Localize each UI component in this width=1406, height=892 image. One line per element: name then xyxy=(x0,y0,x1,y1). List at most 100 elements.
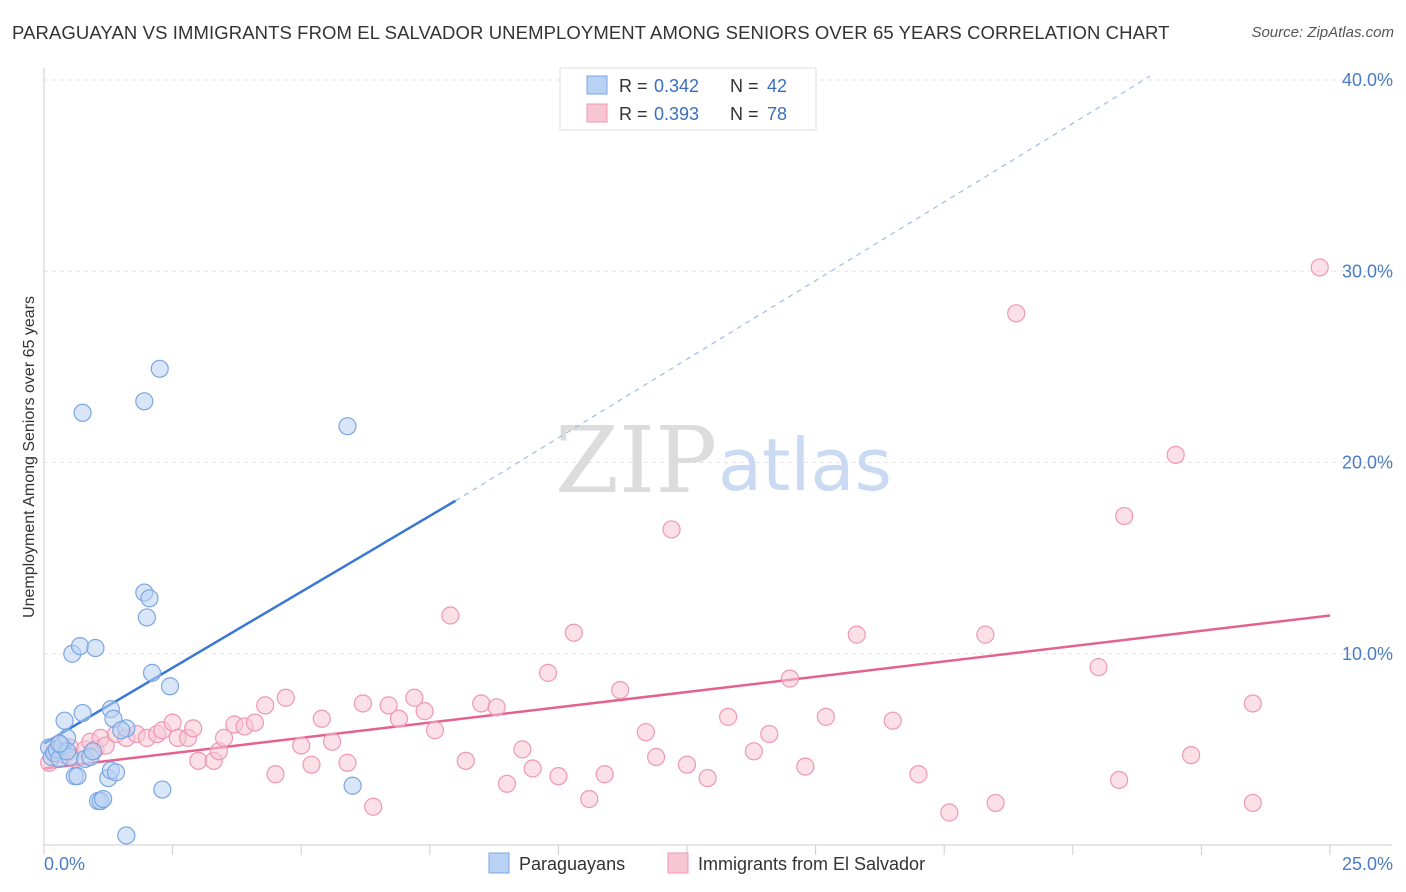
point-pink-54 xyxy=(595,765,614,784)
legend-r-value-1: 0.342 xyxy=(654,76,699,96)
point-pink-61 xyxy=(719,707,738,726)
chart-title: PARAGUAYAN VS IMMIGRANTS FROM EL SALVADO… xyxy=(12,22,1170,43)
point-blue-33 xyxy=(142,663,162,682)
point-pink-42 xyxy=(425,721,445,740)
gridlines xyxy=(44,79,1392,655)
point-pink-75 xyxy=(1166,445,1185,464)
point-pink-35 xyxy=(338,753,357,772)
point-pink-48 xyxy=(513,740,532,759)
bottom-legend: Paraguayans Immigrants from El Salvador xyxy=(488,852,925,874)
bottom-legend-label-el-salvador: Immigrants from El Salvador xyxy=(698,854,925,874)
y-tick-label-10: 10.0% xyxy=(1342,644,1393,664)
point-pink-63 xyxy=(760,724,779,744)
point-pink-31 xyxy=(292,736,311,755)
point-pink-32 xyxy=(302,755,321,774)
point-pink-59 xyxy=(677,755,697,774)
point-pink-53 xyxy=(580,789,599,809)
point-pink-39 xyxy=(389,709,409,728)
point-blue-21 xyxy=(94,789,113,809)
point-blue-6 xyxy=(55,711,74,730)
legend-n-label-1: N = xyxy=(730,76,759,96)
point-pink-43 xyxy=(441,606,460,625)
point-pink-77 xyxy=(1243,694,1262,713)
point-blue-34 xyxy=(153,780,172,799)
point-pink-51 xyxy=(549,767,568,786)
point-pink-41 xyxy=(415,702,434,721)
point-pink-36 xyxy=(353,694,373,713)
y-tick-label-20: 20.0% xyxy=(1342,453,1393,473)
point-pink-57 xyxy=(647,747,666,767)
point-blue-41 xyxy=(112,721,131,740)
watermark: ZIP atlas xyxy=(555,407,892,514)
point-pink-49 xyxy=(523,759,542,778)
point-pink-17 xyxy=(163,713,182,732)
point-blue-36 xyxy=(160,677,180,696)
point-pink-45 xyxy=(472,694,491,713)
point-pink-20 xyxy=(184,719,203,738)
axes xyxy=(43,68,1392,855)
point-pink-74 xyxy=(1115,506,1134,526)
bottom-legend-label-paraguayans: Paraguayans xyxy=(519,854,625,874)
legend-swatch-paraguayans xyxy=(586,75,608,95)
point-pink-29 xyxy=(266,765,285,784)
bottom-legend-swatch-paraguayans xyxy=(488,852,510,874)
point-blue-28 xyxy=(117,826,136,845)
point-pink-24 xyxy=(214,728,234,748)
legend-n-label-2: N = xyxy=(730,104,759,124)
trend-line-el-salvador xyxy=(43,614,1331,770)
point-pink-67 xyxy=(847,625,866,644)
point-blue-35 xyxy=(150,359,169,378)
legend-swatch-el-salvador xyxy=(586,103,608,123)
point-pink-60 xyxy=(698,768,717,788)
legend-r-label-1: R = xyxy=(619,76,648,96)
point-pink-extra-1 xyxy=(1310,258,1329,277)
point-pink-28 xyxy=(256,696,275,715)
point-blue-37 xyxy=(338,417,357,436)
point-pink-65 xyxy=(796,757,815,776)
watermark-zip: ZIP xyxy=(555,407,717,514)
point-pink-56 xyxy=(636,723,655,742)
x-tick-label-min: 0.0% xyxy=(44,854,85,874)
point-blue-11 xyxy=(68,767,87,786)
point-pink-52 xyxy=(564,623,583,642)
legend: R = 0.342 N = 42 R = 0.393 N = 78 xyxy=(559,67,817,131)
point-blue-17 xyxy=(73,403,92,422)
point-blue-38 xyxy=(343,776,362,795)
point-blue-31 xyxy=(140,589,159,608)
legend-n-value-1: 42 xyxy=(767,76,787,96)
point-pink-44 xyxy=(456,751,475,770)
point-pink-70 xyxy=(940,803,959,822)
point-blue-18 xyxy=(86,638,105,658)
x-tick-label-max: 25.0% xyxy=(1342,854,1393,874)
point-pink-extra-3 xyxy=(1243,793,1262,813)
point-pink-37 xyxy=(364,797,383,816)
point-pink-27 xyxy=(245,713,265,732)
legend-n-value-2: 78 xyxy=(767,104,787,124)
point-blue-12 xyxy=(70,636,90,656)
point-pink-47 xyxy=(497,774,517,793)
point-pink-extra-2 xyxy=(1109,770,1129,790)
y-tick-label-30: 30.0% xyxy=(1342,261,1393,281)
point-pink-64 xyxy=(780,669,799,688)
tick-labels: 10.0% 20.0% 30.0% 40.0% 0.0% 25.0% xyxy=(44,70,1393,874)
point-pink-21 xyxy=(189,751,208,770)
point-pink-extra-0 xyxy=(1007,304,1026,323)
point-pink-58 xyxy=(662,520,681,539)
point-pink-69 xyxy=(909,765,928,784)
point-blue-32 xyxy=(137,608,156,627)
point-pink-40 xyxy=(405,688,424,707)
point-pink-71 xyxy=(976,625,995,644)
y-axis-label: Unemployment Among Seniors over 65 years xyxy=(21,296,38,618)
watermark-atlas: atlas xyxy=(718,423,892,507)
point-pink-68 xyxy=(883,711,902,730)
legend-r-value-2: 0.393 xyxy=(654,104,699,124)
data-points xyxy=(40,258,1329,845)
point-pink-33 xyxy=(312,709,331,728)
point-blue-16 xyxy=(83,742,102,761)
point-blue-29 xyxy=(135,392,154,411)
point-pink-62 xyxy=(744,742,763,761)
point-pink-46 xyxy=(487,698,506,717)
point-pink-72 xyxy=(986,793,1005,813)
point-pink-34 xyxy=(322,732,342,751)
